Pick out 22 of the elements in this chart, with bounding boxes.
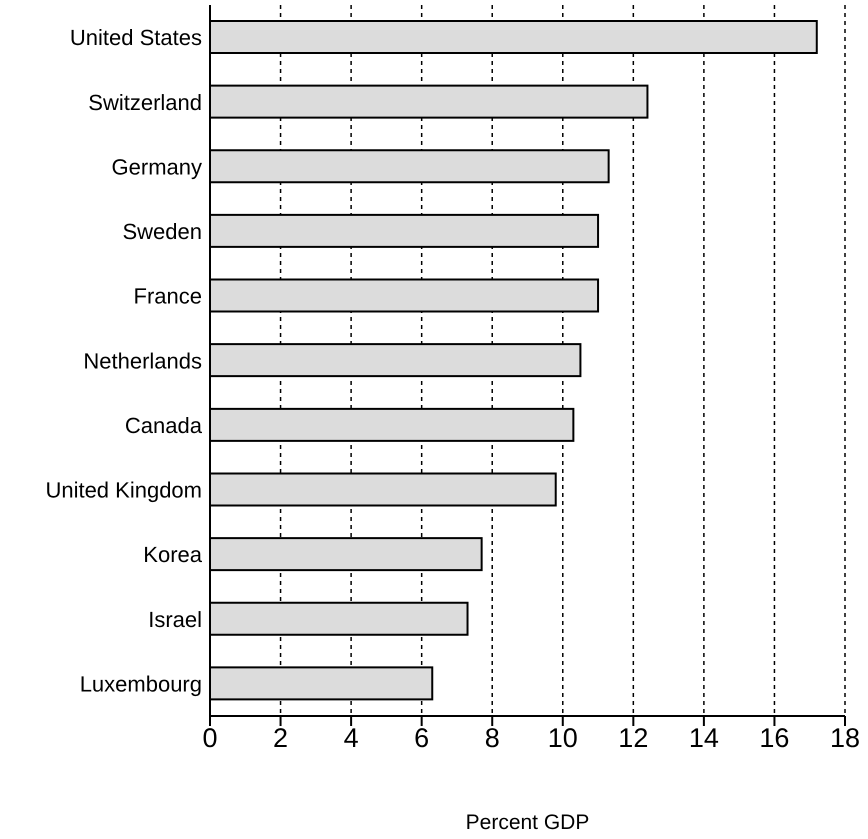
y-tick-label: Switzerland — [88, 90, 202, 115]
x-tick-label: 8 — [484, 723, 500, 754]
y-tick-label: Canada — [124, 412, 203, 438]
x-axis-title: Percent GDP — [466, 811, 590, 834]
x-tick-label: 6 — [414, 723, 430, 754]
x-tick-label: 4 — [344, 723, 359, 754]
y-tick-label: Germany — [112, 154, 202, 180]
x-tick-label: 2 — [273, 723, 288, 754]
x-tick-label: 16 — [759, 723, 790, 754]
x-tick-label: 10 — [548, 723, 578, 754]
y-tick-label: Netherlands — [83, 348, 202, 374]
y-tick-label: France — [134, 284, 202, 309]
x-tick-label: 12 — [618, 723, 648, 754]
y-tick-label: Israel — [148, 606, 202, 632]
y-tick-label: United Kingdom — [45, 478, 202, 503]
y-tick-label: United States — [70, 25, 202, 50]
y-tick-label: Korea — [143, 542, 203, 568]
x-tick-label: 14 — [688, 723, 719, 754]
y-tick-label: Sweden — [122, 219, 202, 244]
x-tick-label: 18 — [830, 723, 860, 754]
x-tick-label: 0 — [202, 723, 218, 754]
y-tick-label: Luxembourg — [80, 671, 202, 696]
